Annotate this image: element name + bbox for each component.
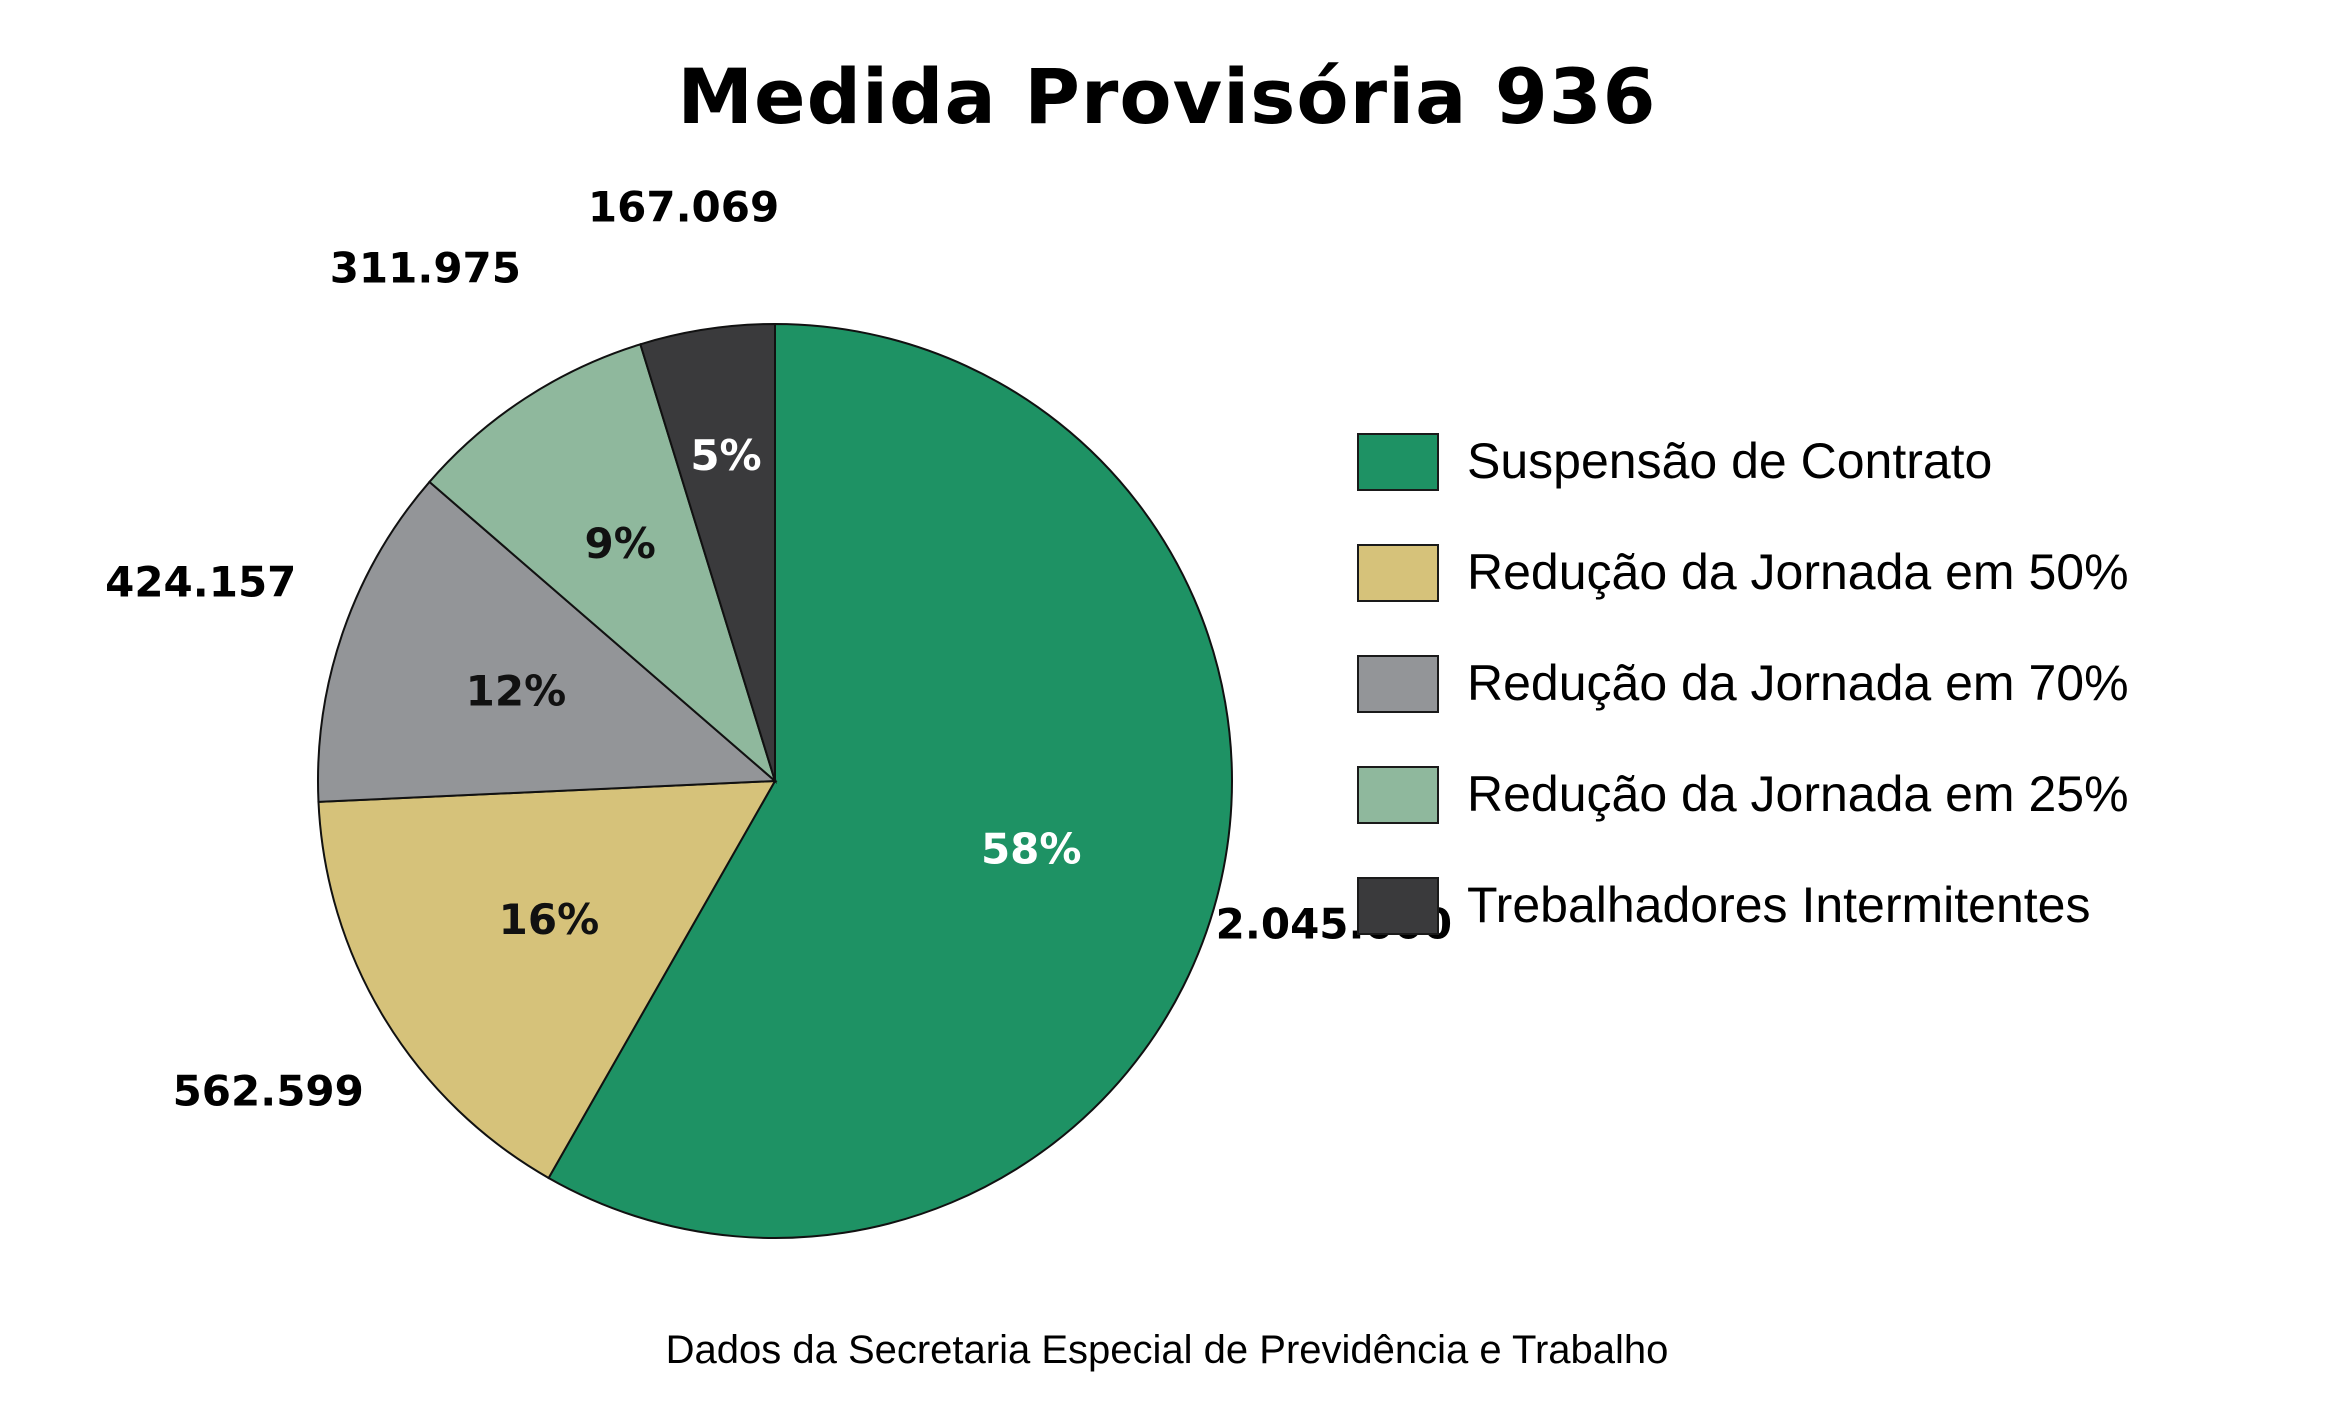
- legend-swatch: [1357, 766, 1439, 824]
- value-label: 562.599: [173, 1067, 364, 1116]
- pie-slice: [428, 343, 777, 785]
- pie-slice: [317, 480, 778, 803]
- percent-label: 9%: [585, 519, 656, 568]
- legend-label: Redução da Jornada em 25%: [1467, 766, 2129, 822]
- pie-slice: [639, 322, 776, 782]
- legend-swatch: [1357, 877, 1439, 935]
- legend-label: Suspensão de Contrato: [1467, 433, 1993, 489]
- legend-label: Trebalhadores Intermitentes: [1467, 877, 2091, 933]
- percent-label: 12%: [466, 667, 567, 716]
- legend-label: Redução da Jornada em 50%: [1467, 544, 2129, 600]
- chart-title: Medida Provisória 936: [677, 52, 1657, 141]
- pie-slice: [317, 779, 777, 1180]
- legend-swatch: [1357, 433, 1439, 491]
- percent-label: 58%: [981, 824, 1082, 873]
- percent-label: 16%: [499, 895, 600, 944]
- pie-slice: [547, 322, 1233, 1239]
- legend-swatch: [1357, 544, 1439, 602]
- value-label: 424.157: [105, 557, 296, 606]
- value-label: 311.975: [330, 244, 521, 293]
- legend-swatch: [1357, 655, 1439, 713]
- percent-label: 5%: [690, 431, 761, 480]
- source-note: Dados da Secretaria Especial de Previdên…: [665, 1328, 1669, 1372]
- legend-label: Redução da Jornada em 70%: [1467, 655, 2129, 711]
- value-label: 167.069: [588, 183, 779, 232]
